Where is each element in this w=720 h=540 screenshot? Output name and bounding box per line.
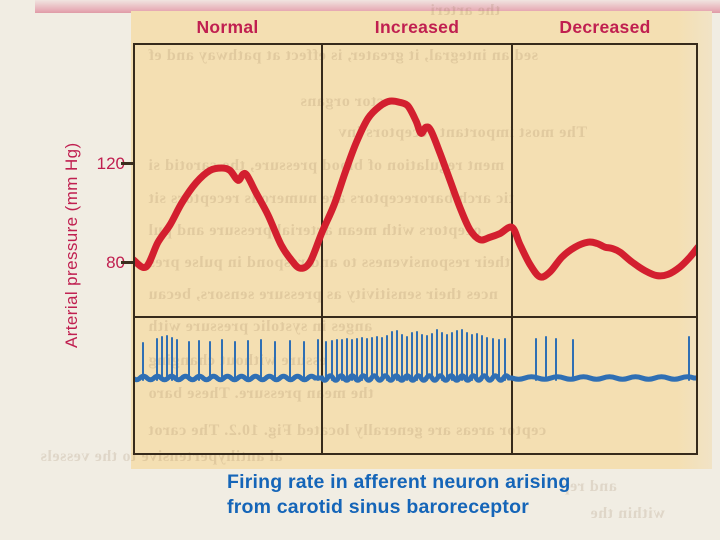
pressure-and-firing-plot [133,43,698,455]
panel-label-increased: Increased [374,17,460,37]
y-tick-mark-120 [121,162,133,165]
y-tick-label-120: 120 [96,154,125,173]
page-top-band [35,0,720,13]
arterial-pressure-curve [133,97,698,281]
plot-outer-frame [133,43,698,455]
y-tick-mark-80 [121,261,133,264]
y-tick-label-80: 80 [106,253,125,272]
neuron-spike-train [142,329,690,381]
figure-caption: Firing rate in afferent neuron arising f… [227,470,647,520]
panel-label-decreased: Decreased [559,17,651,37]
panel-label-normal: Normal [196,17,259,37]
y-axis-title: Arterial pressure (mm Hg) [62,142,81,348]
panel-divider-lines [133,43,698,455]
figure-caption-line1: Firing rate in afferent neuron arising [227,471,571,493]
figure-tan-background [131,11,712,469]
figure-caption-line2: from carotid sinus baroreceptor [227,496,530,518]
